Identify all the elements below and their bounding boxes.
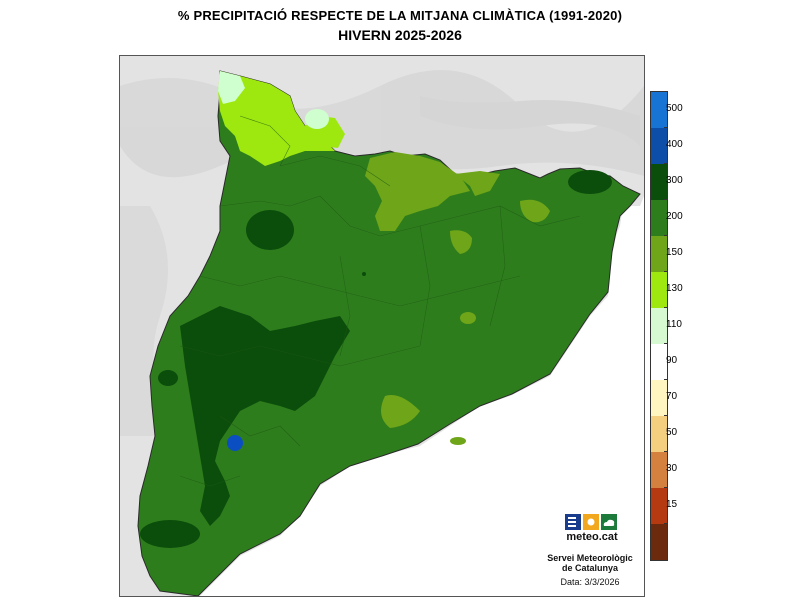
legend-color-block xyxy=(651,416,667,452)
legend-label: 130 xyxy=(666,283,683,294)
legend-color-block xyxy=(651,380,667,416)
legend-tick xyxy=(664,415,668,416)
legend-label: 110 xyxy=(666,319,682,330)
legend-label: 90 xyxy=(666,355,678,366)
legend-color-block xyxy=(651,308,667,344)
credit-date: Data: 3/3/2026 xyxy=(560,577,620,587)
legend-tick xyxy=(664,523,668,524)
max-precip-point xyxy=(227,435,243,451)
legend-color-block xyxy=(651,488,667,524)
legend-color-block xyxy=(651,452,667,488)
credit-line-1: Servei Meteorològic xyxy=(547,553,633,563)
county-borders xyxy=(179,115,581,487)
legend-label: 150 xyxy=(666,247,683,258)
legend-tick xyxy=(664,451,668,452)
legend-tick xyxy=(664,487,668,488)
map-title: % PRECIPITACIÓ RESPECTE DE LA MITJANA CL… xyxy=(177,8,623,23)
map-subtitle: HIVERN 2025-2026 xyxy=(338,27,462,43)
legend-tick xyxy=(664,343,668,344)
high-precip-zones xyxy=(140,170,612,548)
legend-label: 15 xyxy=(666,499,678,510)
legend-colorbar xyxy=(650,91,668,561)
legend-tick xyxy=(664,379,668,380)
map-frame xyxy=(119,55,645,597)
legend-tick xyxy=(664,163,668,164)
legend-color-block xyxy=(651,92,667,128)
legend-color-block xyxy=(651,236,667,272)
legend-label: 300 xyxy=(666,175,683,186)
legend-tick xyxy=(664,199,668,200)
catalonia-map xyxy=(120,56,644,596)
logo-text: meteo.cat xyxy=(566,531,618,543)
legend-label: 400 xyxy=(666,139,683,150)
legend-label: 50 xyxy=(666,427,678,438)
legend-color-block xyxy=(651,524,667,560)
credit-line-2: de Catalunya xyxy=(561,563,619,573)
meteocat-logo xyxy=(565,514,617,550)
legend-color-block xyxy=(651,272,667,308)
legend-tick xyxy=(664,235,668,236)
legend-color-block xyxy=(651,128,667,164)
legend-label: 200 xyxy=(666,211,683,222)
legend-tick xyxy=(664,271,668,272)
credit-text: Servei Meteorològic de Catalunya xyxy=(535,553,645,573)
legend-label: 70 xyxy=(666,391,678,402)
near-normal-zones xyxy=(218,71,329,129)
legend-color-block xyxy=(651,164,667,200)
sea xyxy=(200,196,644,596)
legend-color-block xyxy=(651,200,667,236)
legend-tick xyxy=(664,127,668,128)
medium-precip-zones xyxy=(365,152,550,445)
legend-color-block xyxy=(651,344,667,380)
legend-tick xyxy=(664,307,668,308)
legend-label: 30 xyxy=(666,463,678,474)
legend-label: 500 xyxy=(666,103,683,114)
station-dot xyxy=(362,272,366,276)
